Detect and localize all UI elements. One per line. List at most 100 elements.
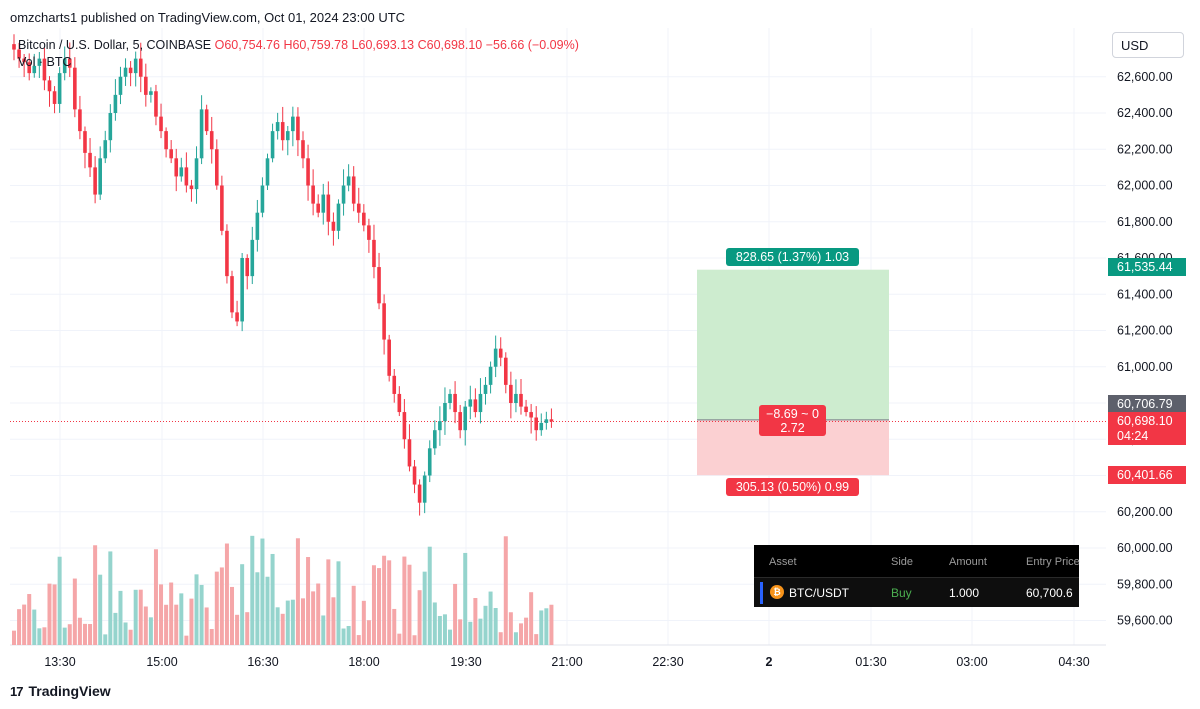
candle-body[interactable]: [468, 399, 473, 407]
candle-body[interactable]: [301, 140, 305, 159]
candle-body[interactable]: [331, 221, 336, 231]
candle-body[interactable]: [62, 58, 67, 74]
candle-body[interactable]: [341, 185, 346, 204]
candle-body[interactable]: [544, 419, 549, 423]
candle-body[interactable]: [362, 212, 366, 226]
candle-body[interactable]: [57, 73, 62, 104]
candle-body[interactable]: [22, 58, 26, 63]
candle-body[interactable]: [524, 406, 528, 413]
candle-body[interactable]: [493, 348, 498, 367]
candle-body[interactable]: [67, 58, 72, 68]
candle-body[interactable]: [113, 94, 118, 113]
candle-body[interactable]: [539, 422, 544, 431]
candle-body[interactable]: [443, 403, 447, 422]
candle-body[interactable]: [483, 384, 488, 394]
position-row[interactable]: ₿ BTC/USDT Buy 1.000 60,700.6: [754, 577, 1079, 607]
symbol-name[interactable]: Bitcoin / U.S. Dollar, 5, COINBASE: [18, 38, 212, 52]
candle-body[interactable]: [98, 158, 102, 195]
candle-body[interactable]: [422, 475, 427, 503]
candle-body[interactable]: [275, 122, 280, 132]
candle-body[interactable]: [220, 185, 224, 231]
candle-body[interactable]: [412, 466, 417, 485]
candle-body[interactable]: [367, 225, 371, 240]
tradingview-logo[interactable]: 17 TradingView: [10, 683, 111, 699]
candle-body[interactable]: [351, 176, 356, 204]
candle-body[interactable]: [123, 67, 128, 77]
candle-body[interactable]: [184, 167, 189, 186]
candle-body[interactable]: [270, 131, 275, 159]
candle-body[interactable]: [159, 116, 163, 132]
candle-body[interactable]: [47, 80, 52, 92]
candle-body[interactable]: [427, 448, 432, 476]
candle-body[interactable]: [260, 185, 265, 213]
candle-body[interactable]: [478, 393, 483, 413]
candle-body[interactable]: [189, 185, 194, 190]
candle-body[interactable]: [108, 113, 113, 141]
candle-body[interactable]: [199, 109, 204, 159]
candle-body[interactable]: [519, 393, 523, 407]
candle-body[interactable]: [103, 140, 108, 159]
candle-body[interactable]: [488, 366, 493, 385]
candle-body[interactable]: [17, 49, 21, 59]
candle-body[interactable]: [387, 339, 391, 376]
candle-body[interactable]: [255, 212, 260, 240]
candle-body[interactable]: [448, 393, 452, 403]
candle-body[interactable]: [280, 122, 285, 141]
candle-body[interactable]: [37, 58, 42, 66]
candle-body[interactable]: [402, 412, 407, 440]
candle-body[interactable]: [356, 203, 361, 213]
candle-body[interactable]: [346, 176, 351, 186]
candle-body[interactable]: [326, 194, 331, 222]
candle-body[interactable]: [514, 393, 518, 403]
profit-zone[interactable]: [697, 269, 889, 420]
candle-body[interactable]: [311, 185, 315, 204]
candle-body[interactable]: [154, 91, 158, 117]
candle-body[interactable]: [12, 44, 16, 50]
candle-body[interactable]: [133, 58, 138, 74]
candle-body[interactable]: [453, 393, 457, 413]
candle-body[interactable]: [549, 419, 554, 422]
candle-body[interactable]: [291, 116, 295, 132]
candle-body[interactable]: [417, 484, 422, 503]
candle-body[interactable]: [235, 312, 239, 322]
candle-body[interactable]: [498, 348, 503, 358]
candle-body[interactable]: [397, 393, 402, 413]
candle-body[interactable]: [473, 399, 478, 413]
candle-body[interactable]: [27, 62, 32, 74]
candle-body[interactable]: [93, 167, 97, 195]
candle-body[interactable]: [433, 430, 437, 449]
candle-body[interactable]: [128, 67, 133, 74]
candle-body[interactable]: [336, 203, 341, 231]
candle-body[interactable]: [209, 131, 214, 150]
candle-body[interactable]: [306, 158, 310, 186]
candle-body[interactable]: [73, 67, 77, 110]
candle-body[interactable]: [88, 152, 92, 168]
candle-body[interactable]: [503, 357, 508, 385]
candle-body[interactable]: [321, 194, 326, 213]
candle-body[interactable]: [509, 384, 513, 403]
candle-body[interactable]: [296, 116, 300, 141]
candle-body[interactable]: [438, 421, 442, 431]
candle-body[interactable]: [463, 406, 468, 431]
candle-body[interactable]: [32, 65, 37, 74]
candle-body[interactable]: [118, 76, 123, 95]
candle-body[interactable]: [225, 230, 229, 277]
candle-body[interactable]: [169, 149, 173, 159]
candle-body[interactable]: [407, 439, 412, 467]
candle-body[interactable]: [316, 203, 320, 213]
candle-body[interactable]: [392, 375, 397, 394]
candle-body[interactable]: [382, 303, 386, 340]
candle-body[interactable]: [78, 109, 82, 132]
candle-body[interactable]: [458, 412, 462, 431]
candle-body[interactable]: [240, 258, 244, 322]
candle-body[interactable]: [215, 149, 219, 186]
candle-body[interactable]: [164, 131, 168, 150]
candle-body[interactable]: [144, 76, 148, 95]
candle-body[interactable]: [42, 58, 47, 81]
candle-body[interactable]: [204, 109, 209, 132]
candle-body[interactable]: [285, 131, 290, 141]
candle-body[interactable]: [230, 276, 234, 313]
candle-body[interactable]: [372, 239, 376, 268]
candle-body[interactable]: [149, 91, 153, 95]
